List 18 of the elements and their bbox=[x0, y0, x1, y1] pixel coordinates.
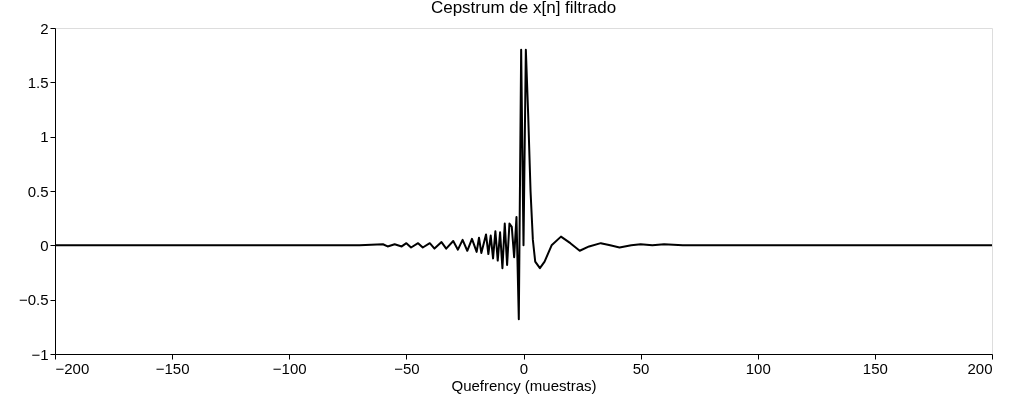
y-tick-label: −1 bbox=[31, 345, 49, 363]
x-tick-label: 0 bbox=[519, 359, 529, 377]
x-tick-label: −150 bbox=[155, 359, 190, 377]
y-tick-label: 1.5 bbox=[27, 73, 49, 91]
x-tick-label: 150 bbox=[862, 359, 888, 377]
x-axis-title: Quefrency (muestras) bbox=[451, 376, 597, 394]
y-tick-label: −0.5 bbox=[18, 291, 49, 309]
chart-title: Cepstrum de x[n] filtrado bbox=[430, 0, 617, 17]
x-tick-label: −200 bbox=[55, 359, 90, 377]
y-tick-label: 0 bbox=[40, 236, 49, 254]
x-tick-label: 100 bbox=[745, 359, 771, 377]
y-tick-label: 0.5 bbox=[27, 182, 49, 200]
y-tick-label: 1 bbox=[40, 128, 49, 146]
y-tick-label: 2 bbox=[40, 19, 49, 37]
x-tick-label: 50 bbox=[632, 359, 650, 377]
x-tick-label: −50 bbox=[394, 359, 420, 377]
x-tick-label: 200 bbox=[967, 359, 993, 377]
x-tick-label: −100 bbox=[272, 359, 307, 377]
